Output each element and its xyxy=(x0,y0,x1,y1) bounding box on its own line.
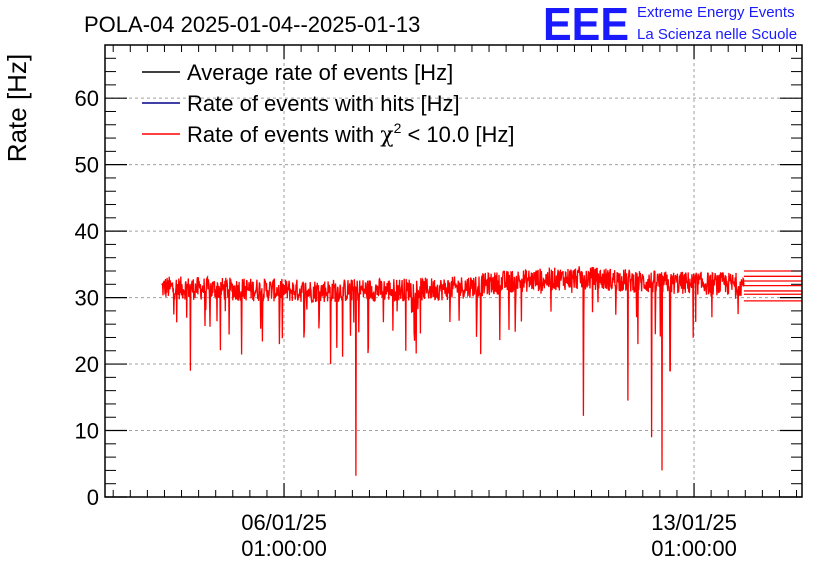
y-axis-label: Rate [Hz] xyxy=(2,54,32,162)
y-tick-label: 30 xyxy=(75,286,99,311)
y-tick-label: 50 xyxy=(75,153,99,178)
legend: Average rate of events [Hz] Rate of even… xyxy=(142,60,514,148)
legend-label-average: Average rate of events [Hz] xyxy=(187,60,453,85)
chart-title: POLA-04 2025-01-04--2025-01-13 xyxy=(84,12,420,37)
y-tick-label: 20 xyxy=(75,352,99,377)
legend-label-chi2: Rate of events with χ2 < 10.0 [Hz] xyxy=(187,120,514,148)
y-tick-label: 40 xyxy=(75,219,99,244)
eee-logo: EEE xyxy=(543,0,629,50)
series-line-chi2 xyxy=(161,266,745,476)
axis-ticks: 010203040506006/01/2501:00:0013/01/2501:… xyxy=(75,44,802,561)
legend-label-hits: Rate of events with hits [Hz] xyxy=(187,91,460,116)
x-tick-label-date: 13/01/25 xyxy=(651,510,737,535)
x-tick-label-time: 01:00:00 xyxy=(241,536,327,561)
y-tick-label: 60 xyxy=(75,86,99,111)
x-tick-label-date: 06/01/25 xyxy=(241,510,327,535)
logo-line-1: Extreme Energy Events xyxy=(637,4,795,21)
grid-lines xyxy=(105,45,802,497)
series-layer xyxy=(161,266,802,476)
y-tick-label: 0 xyxy=(87,485,99,510)
x-tick-label-time: 01:00:00 xyxy=(651,536,737,561)
logo-line-2: La Scienza nelle Scuole xyxy=(637,26,797,43)
y-tick-label: 10 xyxy=(75,419,99,444)
